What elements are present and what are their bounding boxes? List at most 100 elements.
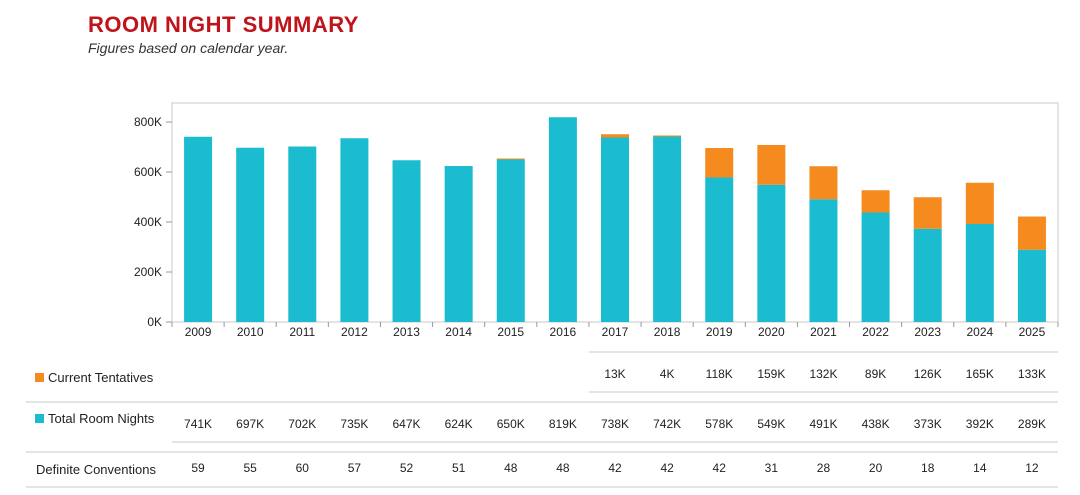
page-subtitle: Figures based on calendar year. — [88, 40, 289, 56]
x-tick-label: 2016 — [550, 325, 577, 339]
data-label-total: 742K — [653, 417, 681, 431]
bar-tentative-2022 — [861, 190, 890, 213]
row-label-conventions: Definite Conventions — [36, 462, 156, 477]
y-tick-label: 0K — [147, 315, 162, 329]
x-axis: 2009 2010 2011 2012 2013 2014 2015 2016 2017 2018… — [171, 322, 1059, 339]
x-tick-label: 2018 — [654, 325, 681, 339]
x-tick-label: 2025 — [1019, 325, 1046, 339]
data-label-total: 624K — [445, 417, 473, 431]
data-label-conventions: 18 — [921, 461, 935, 475]
data-label-tentative: 159K — [757, 367, 785, 381]
data-label-total: 373K — [914, 417, 942, 431]
data-label-conventions: 28 — [817, 461, 831, 475]
data-label-tentative: 13K — [604, 367, 625, 381]
bar-total-2016 — [548, 117, 577, 322]
bar-total-2020 — [757, 184, 786, 322]
x-tick-label: 2013 — [393, 325, 420, 339]
data-label-conventions: 14 — [973, 461, 987, 475]
data-label-tentative: 132K — [809, 367, 837, 381]
data-label-conventions: 42 — [713, 461, 727, 475]
data-label-conventions: 20 — [869, 461, 883, 475]
x-tick-label: 2024 — [966, 325, 993, 339]
data-label-conventions: 42 — [660, 461, 674, 475]
data-label-total: 735K — [340, 417, 368, 431]
bar-total-2018 — [653, 136, 682, 322]
data-label-total: 289K — [1018, 417, 1046, 431]
x-tick-label: 2017 — [602, 325, 629, 339]
bar-tentative-2020 — [757, 145, 786, 185]
y-tick-label: 200K — [134, 265, 162, 279]
data-label-total: 491K — [809, 417, 837, 431]
legend-label-tentative: Current Tentatives — [48, 370, 154, 385]
bar-total-2011 — [288, 146, 317, 322]
data-label-conventions: 55 — [243, 461, 257, 475]
bar-total-2009 — [184, 136, 213, 322]
legend-label-total: Total Room Nights — [48, 411, 155, 426]
data-label-conventions: 60 — [296, 461, 310, 475]
data-label-total: 819K — [549, 417, 577, 431]
data-label-conventions: 31 — [765, 461, 779, 475]
data-label-total: 741K — [184, 417, 212, 431]
data-label-conventions: 57 — [348, 461, 362, 475]
data-table: Current Tentatives Total Room Nights Defin… — [26, 351, 1058, 488]
x-tick-label: 2021 — [810, 325, 837, 339]
data-label-total: 438K — [862, 417, 890, 431]
data-label-conventions: 51 — [452, 461, 466, 475]
data-label-total: 578K — [705, 417, 733, 431]
y-tick-label: 600K — [134, 165, 162, 179]
bar-total-2024 — [965, 224, 994, 322]
bar-total-2017 — [601, 137, 629, 322]
x-tick-label: 2009 — [185, 325, 212, 339]
x-tick-label: 2010 — [237, 325, 264, 339]
y-axis: 0K 200K 400K 600K 800K — [134, 115, 172, 329]
data-label-total: 647K — [393, 417, 421, 431]
data-label-total: 650K — [497, 417, 525, 431]
data-label-tentative: 126K — [914, 367, 942, 381]
data-label-conventions: 48 — [556, 461, 570, 475]
data-label-total: 702K — [288, 417, 316, 431]
data-label-total: 549K — [757, 417, 785, 431]
data-label-total: 697K — [236, 417, 264, 431]
y-tick-label: 400K — [134, 215, 162, 229]
bar-total-2019 — [705, 177, 734, 322]
bar-tentative-2021 — [809, 166, 838, 200]
data-label-conventions: 52 — [400, 461, 414, 475]
bar-total-2014 — [444, 166, 473, 322]
bar-tentative-2019 — [705, 148, 734, 178]
x-tick-label: 2020 — [758, 325, 785, 339]
x-tick-label: 2023 — [914, 325, 941, 339]
bars — [184, 117, 1046, 322]
data-label-conventions: 59 — [191, 461, 205, 475]
data-label-conventions: 12 — [1025, 461, 1039, 475]
data-label-tentative: 165K — [966, 367, 994, 381]
bar-tentative-2015 — [496, 158, 525, 160]
x-tick-label: 2022 — [862, 325, 889, 339]
bar-total-2025 — [1017, 249, 1046, 322]
bar-tentative-2023 — [913, 197, 942, 229]
data-label-total: 392K — [966, 417, 994, 431]
data-label-tentative: 4K — [660, 367, 675, 381]
data-label-total: 738K — [601, 417, 629, 431]
data-label-tentative: 118K — [706, 367, 733, 381]
x-tick-label: 2015 — [497, 325, 524, 339]
bar-total-2013 — [392, 160, 421, 322]
data-label-tentative: 89K — [865, 367, 886, 381]
legend-swatch-tentative — [35, 373, 44, 382]
x-tick-label: 2011 — [289, 325, 315, 339]
bar-tentative-2018 — [653, 135, 682, 137]
bar-total-2012 — [340, 138, 369, 322]
bar-total-2021 — [809, 199, 838, 322]
legend-swatch-total — [35, 414, 44, 423]
bar-tentative-2025 — [1017, 216, 1046, 250]
bar-total-2022 — [861, 212, 890, 322]
bar-total-2023 — [913, 228, 942, 322]
bar-tentative-2024 — [965, 182, 994, 224]
data-label-conventions: 48 — [504, 461, 518, 475]
x-tick-label: 2012 — [341, 325, 368, 339]
x-tick-label: 2019 — [706, 325, 733, 339]
bar-total-2015 — [496, 159, 525, 322]
page-title: ROOM NIGHT SUMMARY — [88, 12, 359, 37]
bar-total-2010 — [236, 147, 265, 322]
x-tick-label: 2014 — [445, 325, 472, 339]
